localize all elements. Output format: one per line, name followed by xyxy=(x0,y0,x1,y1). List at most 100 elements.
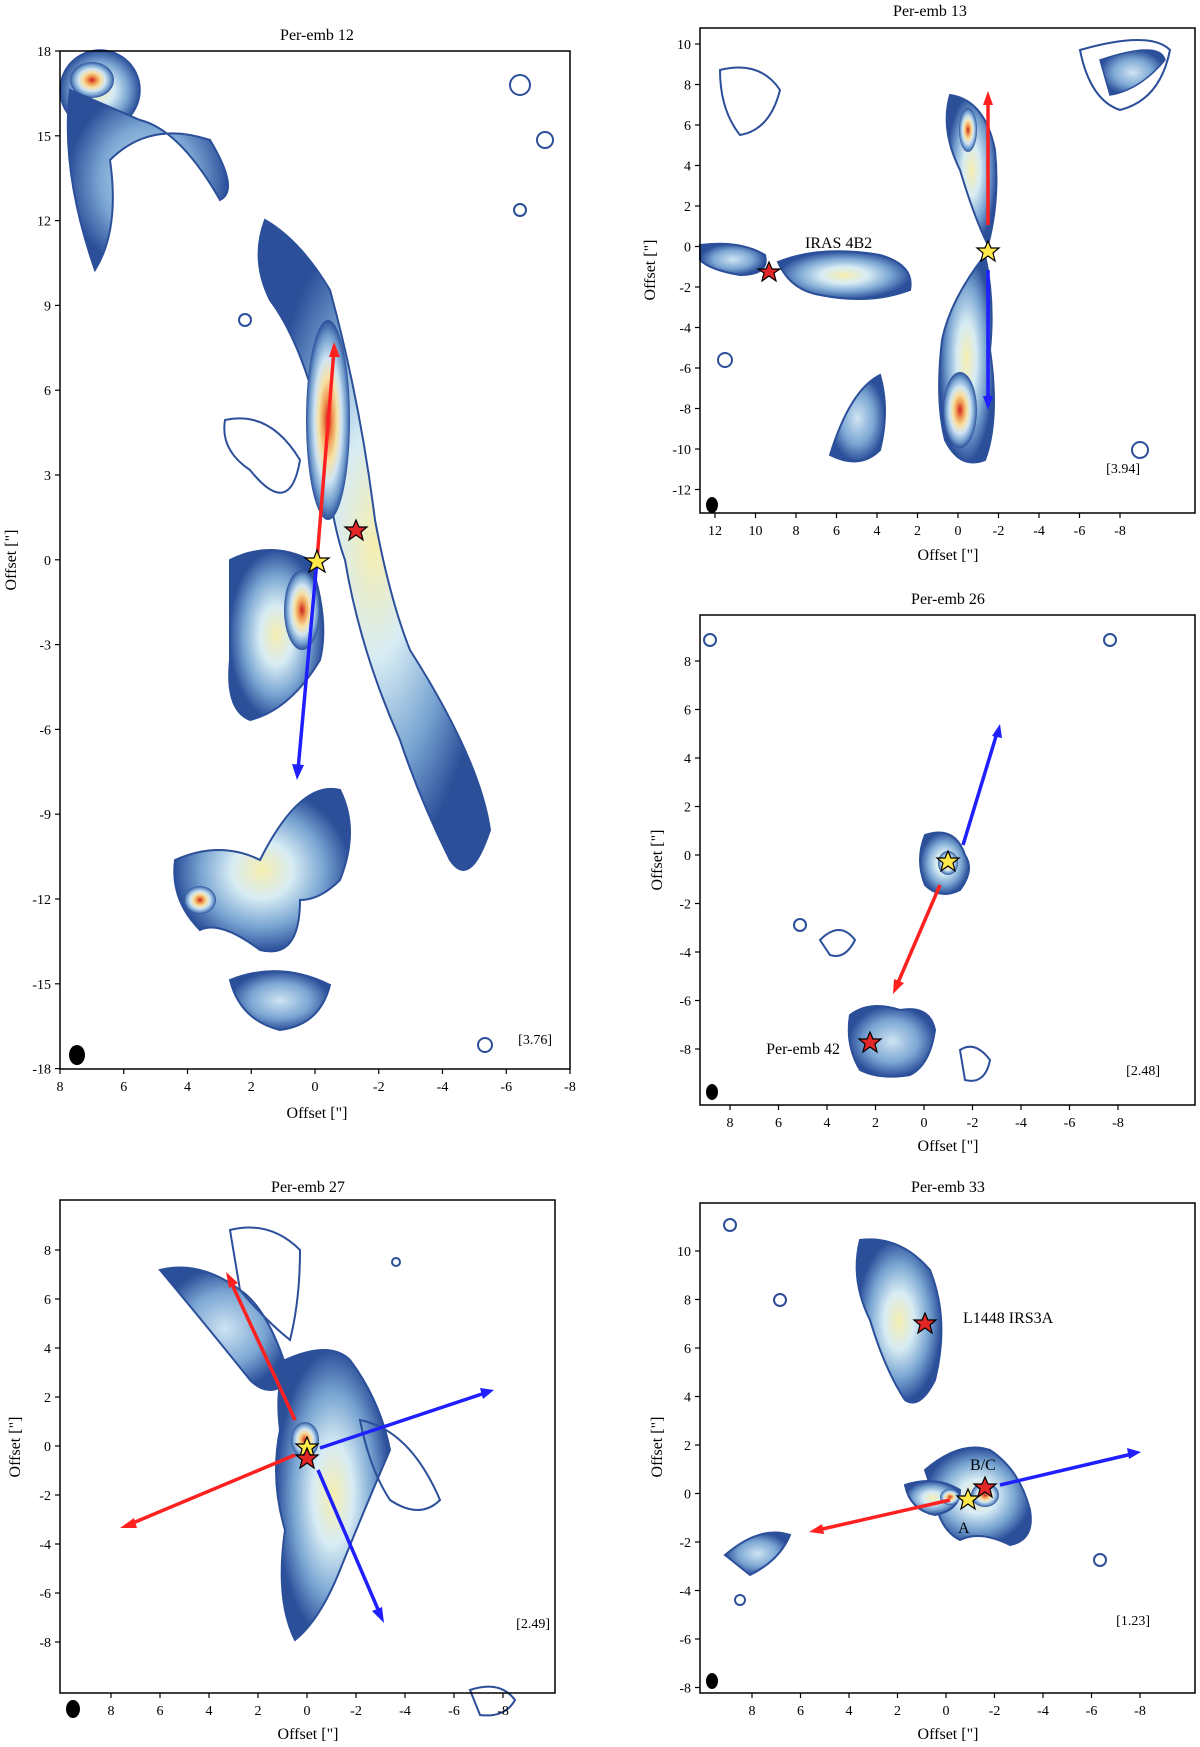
outflow-arrows xyxy=(893,724,1002,994)
x-tick-label: 8 xyxy=(749,1704,756,1719)
blue-arrowhead-icon xyxy=(292,764,304,780)
plot-frame xyxy=(699,1202,1196,1694)
y-tick-label: -15 xyxy=(32,978,51,993)
x-axis-label: Offset ["] xyxy=(918,547,979,564)
x-tick-label: -4 xyxy=(399,1704,411,1719)
x-axis-label: Offset ["] xyxy=(278,1726,339,1743)
companion-source-star-icon xyxy=(857,1030,883,1054)
y-axis: 10 8 6 4 2 0 -2 -4 -6 -8 xyxy=(677,1245,700,1697)
x-axis: 8 6 4 2 0 -2 -4 -6 -8 xyxy=(108,1693,509,1719)
outflow-arrows xyxy=(809,1448,1141,1534)
companion-label-l1448-irs3a: L1448 IRS3A xyxy=(963,1310,1054,1327)
y-axis: 8 6 4 2 0 -2 -4 -6 -8 xyxy=(679,655,700,1058)
x-tick-label: 4 xyxy=(874,524,881,539)
red-arrowhead-icon xyxy=(893,979,904,994)
y-tick-label: 4 xyxy=(684,1391,691,1406)
x-tick-label: -8 xyxy=(1134,1704,1146,1719)
y-tick-label: -18 xyxy=(32,1063,51,1078)
y-tick-label: 2 xyxy=(684,200,691,215)
panel-title: Per-emb 13 xyxy=(893,3,967,20)
y-tick-label: -4 xyxy=(679,322,691,337)
x-tick-label: 0 xyxy=(921,1116,928,1131)
intensity-ratio-label: [2.49] xyxy=(516,1617,550,1632)
primary-source-star-icon xyxy=(303,548,331,574)
x-axis: 8 6 4 2 0 -2 -4 -6 -8 xyxy=(727,1105,1124,1131)
y-axis-label: Offset ["] xyxy=(7,1417,24,1478)
panel-per-emb-33: Per-emb 33 L1448 IRS3A B/C A 8 6 4 2 0 -2 -4 -6… xyxy=(649,1179,1196,1743)
x-tick-label: -2 xyxy=(350,1704,362,1719)
redshifted-lobe-arrow-east xyxy=(127,1453,296,1527)
x-tick-label: 8 xyxy=(108,1704,115,1719)
y-tick-label: 8 xyxy=(684,1294,691,1309)
y-tick-label: -9 xyxy=(39,808,51,823)
y-tick-label: 0 xyxy=(684,241,691,256)
x-axis: 8 6 4 2 0 -2 -4 -6 -8 xyxy=(57,1069,576,1095)
blue-arrowhead-icon xyxy=(983,396,993,410)
y-tick-label: -4 xyxy=(39,1538,51,1553)
y-axis: 18 15 12 9 6 3 0 -3 -6 -9 -12 -15 -18 xyxy=(32,45,60,1078)
y-tick-label: 8 xyxy=(684,655,691,670)
emission-map xyxy=(723,1218,1107,1606)
y-axis-label: Offset ["] xyxy=(649,1417,666,1478)
x-tick-label: 6 xyxy=(775,1116,782,1131)
y-tick-label: -2 xyxy=(679,281,691,296)
y-tick-label: -2 xyxy=(679,898,691,913)
x-tick-label: -8 xyxy=(1112,1116,1124,1131)
red-arrowhead-icon xyxy=(809,1524,824,1534)
x-tick-label: 8 xyxy=(57,1080,64,1095)
x-axis: 12 10 8 6 4 2 0 -2 -4 -6 -8 xyxy=(708,513,1126,539)
outflow-arrows xyxy=(120,1272,494,1623)
panel-per-emb-27: Per-emb 27 8 6 4 2 0 -2 -4 -6 -8 8 6 4 2 0 -2 -4 -6 -8 [… xyxy=(7,1179,556,1743)
blueshifted-lobe-arrow xyxy=(999,1452,1133,1487)
y-tick-label: -8 xyxy=(679,1682,691,1697)
blue-arrowhead-icon xyxy=(992,724,1002,738)
x-tick-label: 0 xyxy=(955,524,962,539)
x-tick-label: -4 xyxy=(437,1080,449,1095)
blueshifted-lobe-arrow-south xyxy=(316,1469,382,1615)
y-tick-label: 9 xyxy=(44,299,51,314)
y-tick-label: 6 xyxy=(684,704,691,719)
x-axis-label: Offset ["] xyxy=(918,1138,979,1155)
x-tick-label: -8 xyxy=(564,1080,576,1095)
x-tick-label: -4 xyxy=(1015,1116,1027,1131)
intensity-ratio-label: [3.76] xyxy=(518,1033,552,1048)
blueshifted-lobe-arrow xyxy=(961,732,999,846)
panel-per-emb-26: Per-emb 26 Per-emb 42 8 6 4 2 0 -2 -4 -6 -8 8 6 4 2… xyxy=(649,591,1196,1155)
companion-source-star-icon xyxy=(756,260,782,283)
panel-per-emb-12: Per-emb 12 8 6 4 2 0 xyxy=(3,27,576,1122)
x-tick-label: -2 xyxy=(373,1080,385,1095)
primary-source-star-icon xyxy=(955,1487,981,1511)
emission-map xyxy=(699,39,1172,464)
y-tick-label: 0 xyxy=(44,554,51,569)
x-tick-label: 6 xyxy=(120,1080,127,1095)
x-tick-label: -4 xyxy=(1033,524,1045,539)
y-axis-label: Offset ["] xyxy=(3,530,20,591)
x-tick-label: 10 xyxy=(749,524,763,539)
panel-title: Per-emb 33 xyxy=(911,1179,985,1196)
beam-ellipse xyxy=(69,1045,85,1065)
intensity-ratio-label: [3.94] xyxy=(1106,462,1140,477)
x-tick-label: -6 xyxy=(1074,524,1086,539)
x-tick-label: 4 xyxy=(846,1704,853,1719)
y-tick-label: 4 xyxy=(44,1342,51,1357)
beam-ellipse xyxy=(706,1673,718,1689)
y-tick-label: 6 xyxy=(684,1342,691,1357)
red-arrowhead-icon xyxy=(329,342,340,357)
panel-title: Per-emb 12 xyxy=(280,27,354,44)
x-tick-label: 0 xyxy=(312,1080,319,1095)
x-tick-label: 8 xyxy=(727,1116,734,1131)
y-tick-label: -6 xyxy=(679,1633,691,1648)
x-tick-label: 6 xyxy=(833,524,840,539)
outflow-arrows xyxy=(292,342,340,780)
y-tick-label: 6 xyxy=(44,1293,51,1308)
y-tick-label: -8 xyxy=(39,1636,51,1651)
y-tick-label: 8 xyxy=(44,1244,51,1259)
panel-title: Per-emb 26 xyxy=(911,591,985,608)
red-arrowhead-icon xyxy=(226,1272,238,1288)
y-tick-label: -6 xyxy=(679,995,691,1010)
x-tick-label: -2 xyxy=(967,1116,979,1131)
x-tick-label: 4 xyxy=(184,1080,191,1095)
beam-ellipse xyxy=(66,1700,80,1718)
redshifted-lobe-arrow xyxy=(315,349,336,561)
